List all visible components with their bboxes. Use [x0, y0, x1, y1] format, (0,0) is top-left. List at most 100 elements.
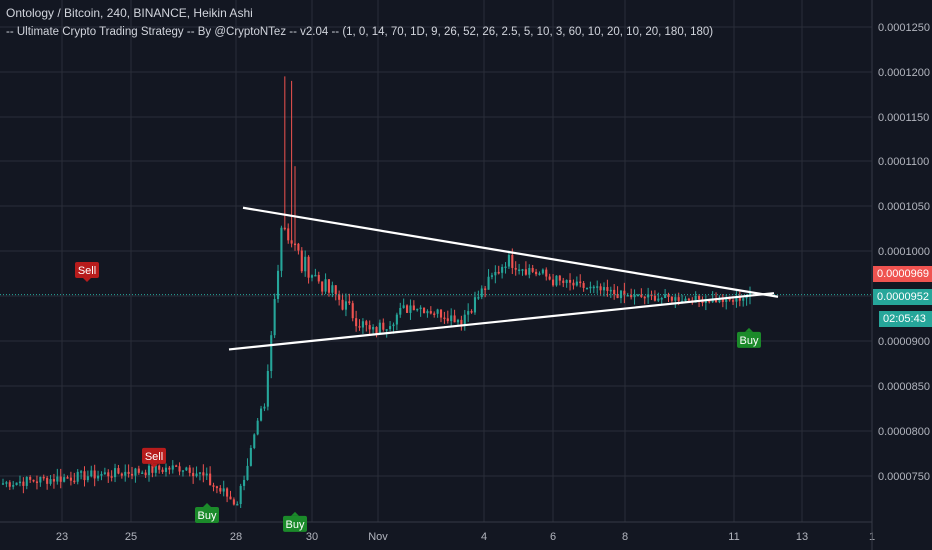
- candle-body: [348, 301, 351, 304]
- candle-body: [565, 279, 568, 283]
- candle-body: [385, 329, 388, 331]
- candle-body: [487, 276, 490, 290]
- candle-body: [321, 281, 324, 292]
- candle-body: [372, 327, 375, 330]
- candle-body: [477, 297, 480, 299]
- candle-body: [392, 324, 395, 327]
- y-tick-label: 0.0000800: [878, 426, 930, 438]
- candle-body: [164, 467, 168, 472]
- candle-body: [589, 286, 592, 289]
- candle-body: [694, 296, 697, 303]
- candle-body: [402, 305, 405, 308]
- candle-body: [151, 465, 154, 473]
- candle-body: [42, 476, 45, 479]
- candle-body: [338, 294, 341, 300]
- candle-body: [395, 314, 398, 325]
- symbol-title: Ontology / Bitcoin, 240, BINANCE, Heikin…: [6, 6, 253, 20]
- candle-body: [56, 476, 59, 482]
- candle-body: [1, 483, 5, 485]
- candle-body: [188, 467, 191, 473]
- candle-body: [453, 315, 456, 323]
- candle-body: [215, 486, 218, 489]
- candle-body: [107, 472, 110, 477]
- candle-body: [470, 311, 473, 313]
- y-tick-label: 0.0000850: [878, 381, 930, 393]
- candle-body: [29, 477, 32, 480]
- x-tick-label: Nov: [368, 531, 388, 543]
- buy-signal-label: [283, 515, 307, 532]
- candle-body: [443, 317, 446, 320]
- candle-body: [467, 311, 470, 315]
- candle-body: [439, 309, 443, 318]
- candle-body: [5, 482, 8, 484]
- candle-body: [73, 480, 76, 483]
- candle-body: [585, 287, 589, 290]
- candle-body: [178, 466, 181, 472]
- candle-body: [501, 266, 504, 273]
- candle-body: [59, 476, 62, 482]
- candle-body: [409, 305, 412, 313]
- signal-text: Buy: [740, 335, 759, 347]
- candle-body: [202, 472, 205, 476]
- candle-body: [49, 479, 52, 484]
- candle-body: [670, 296, 673, 301]
- signal-pointer: [150, 463, 158, 468]
- candle-body: [273, 299, 276, 336]
- upper-trendline: [242, 206, 779, 298]
- candle-body: [76, 471, 79, 482]
- candle-body: [708, 300, 711, 303]
- candle-body: [100, 473, 103, 476]
- candle-body: [276, 270, 280, 300]
- candle-body: [738, 297, 741, 301]
- candle-body: [599, 286, 602, 291]
- candle-body: [653, 295, 656, 301]
- candle-body: [358, 326, 361, 328]
- candle-body: [130, 473, 134, 476]
- candle-body: [226, 488, 229, 497]
- candle-body: [623, 290, 626, 296]
- candle-body: [304, 256, 307, 272]
- lower-trendline: [228, 292, 775, 351]
- candle-body: [630, 295, 633, 298]
- x-tick-label: 8: [622, 531, 628, 543]
- candle-body: [198, 472, 201, 474]
- signal-text: Buy: [286, 519, 305, 531]
- candle-body: [731, 300, 735, 302]
- candle-body: [647, 294, 650, 298]
- candle-body: [504, 266, 507, 269]
- bar-countdown-tag: 02:05:43: [879, 311, 932, 327]
- buy-signal-label: [195, 506, 219, 523]
- candle-body: [80, 471, 83, 473]
- mark-price-tag: 0.0000952: [873, 289, 932, 305]
- candle-body: [253, 434, 256, 448]
- candle-body: [232, 499, 235, 505]
- candle-body: [124, 471, 127, 476]
- candle-body: [351, 303, 354, 319]
- candle-body: [664, 294, 667, 299]
- candle-body: [399, 307, 402, 315]
- candle-body: [511, 255, 514, 268]
- candle-body: [616, 294, 619, 299]
- current-price-tag: 0.0000969: [873, 266, 932, 282]
- candle-body: [484, 288, 487, 290]
- candle-body: [127, 471, 130, 474]
- candle-body: [524, 269, 527, 275]
- candle-body: [575, 281, 578, 286]
- candle-body: [579, 281, 582, 284]
- candle-body: [120, 473, 123, 476]
- candle-body: [735, 297, 738, 302]
- signal-pointer: [203, 502, 211, 507]
- candle-body: [572, 282, 575, 286]
- candle-body: [222, 488, 225, 492]
- candle-body: [619, 290, 623, 299]
- candle-body: [137, 468, 140, 473]
- candle-body: [473, 297, 477, 313]
- candle-body: [97, 475, 100, 479]
- candle-body: [344, 301, 347, 310]
- candle-body: [463, 314, 466, 325]
- candle-body: [545, 269, 548, 277]
- candle-body: [657, 298, 660, 301]
- candle-body: [725, 297, 728, 302]
- y-tick-label: 0.0001100: [878, 156, 929, 168]
